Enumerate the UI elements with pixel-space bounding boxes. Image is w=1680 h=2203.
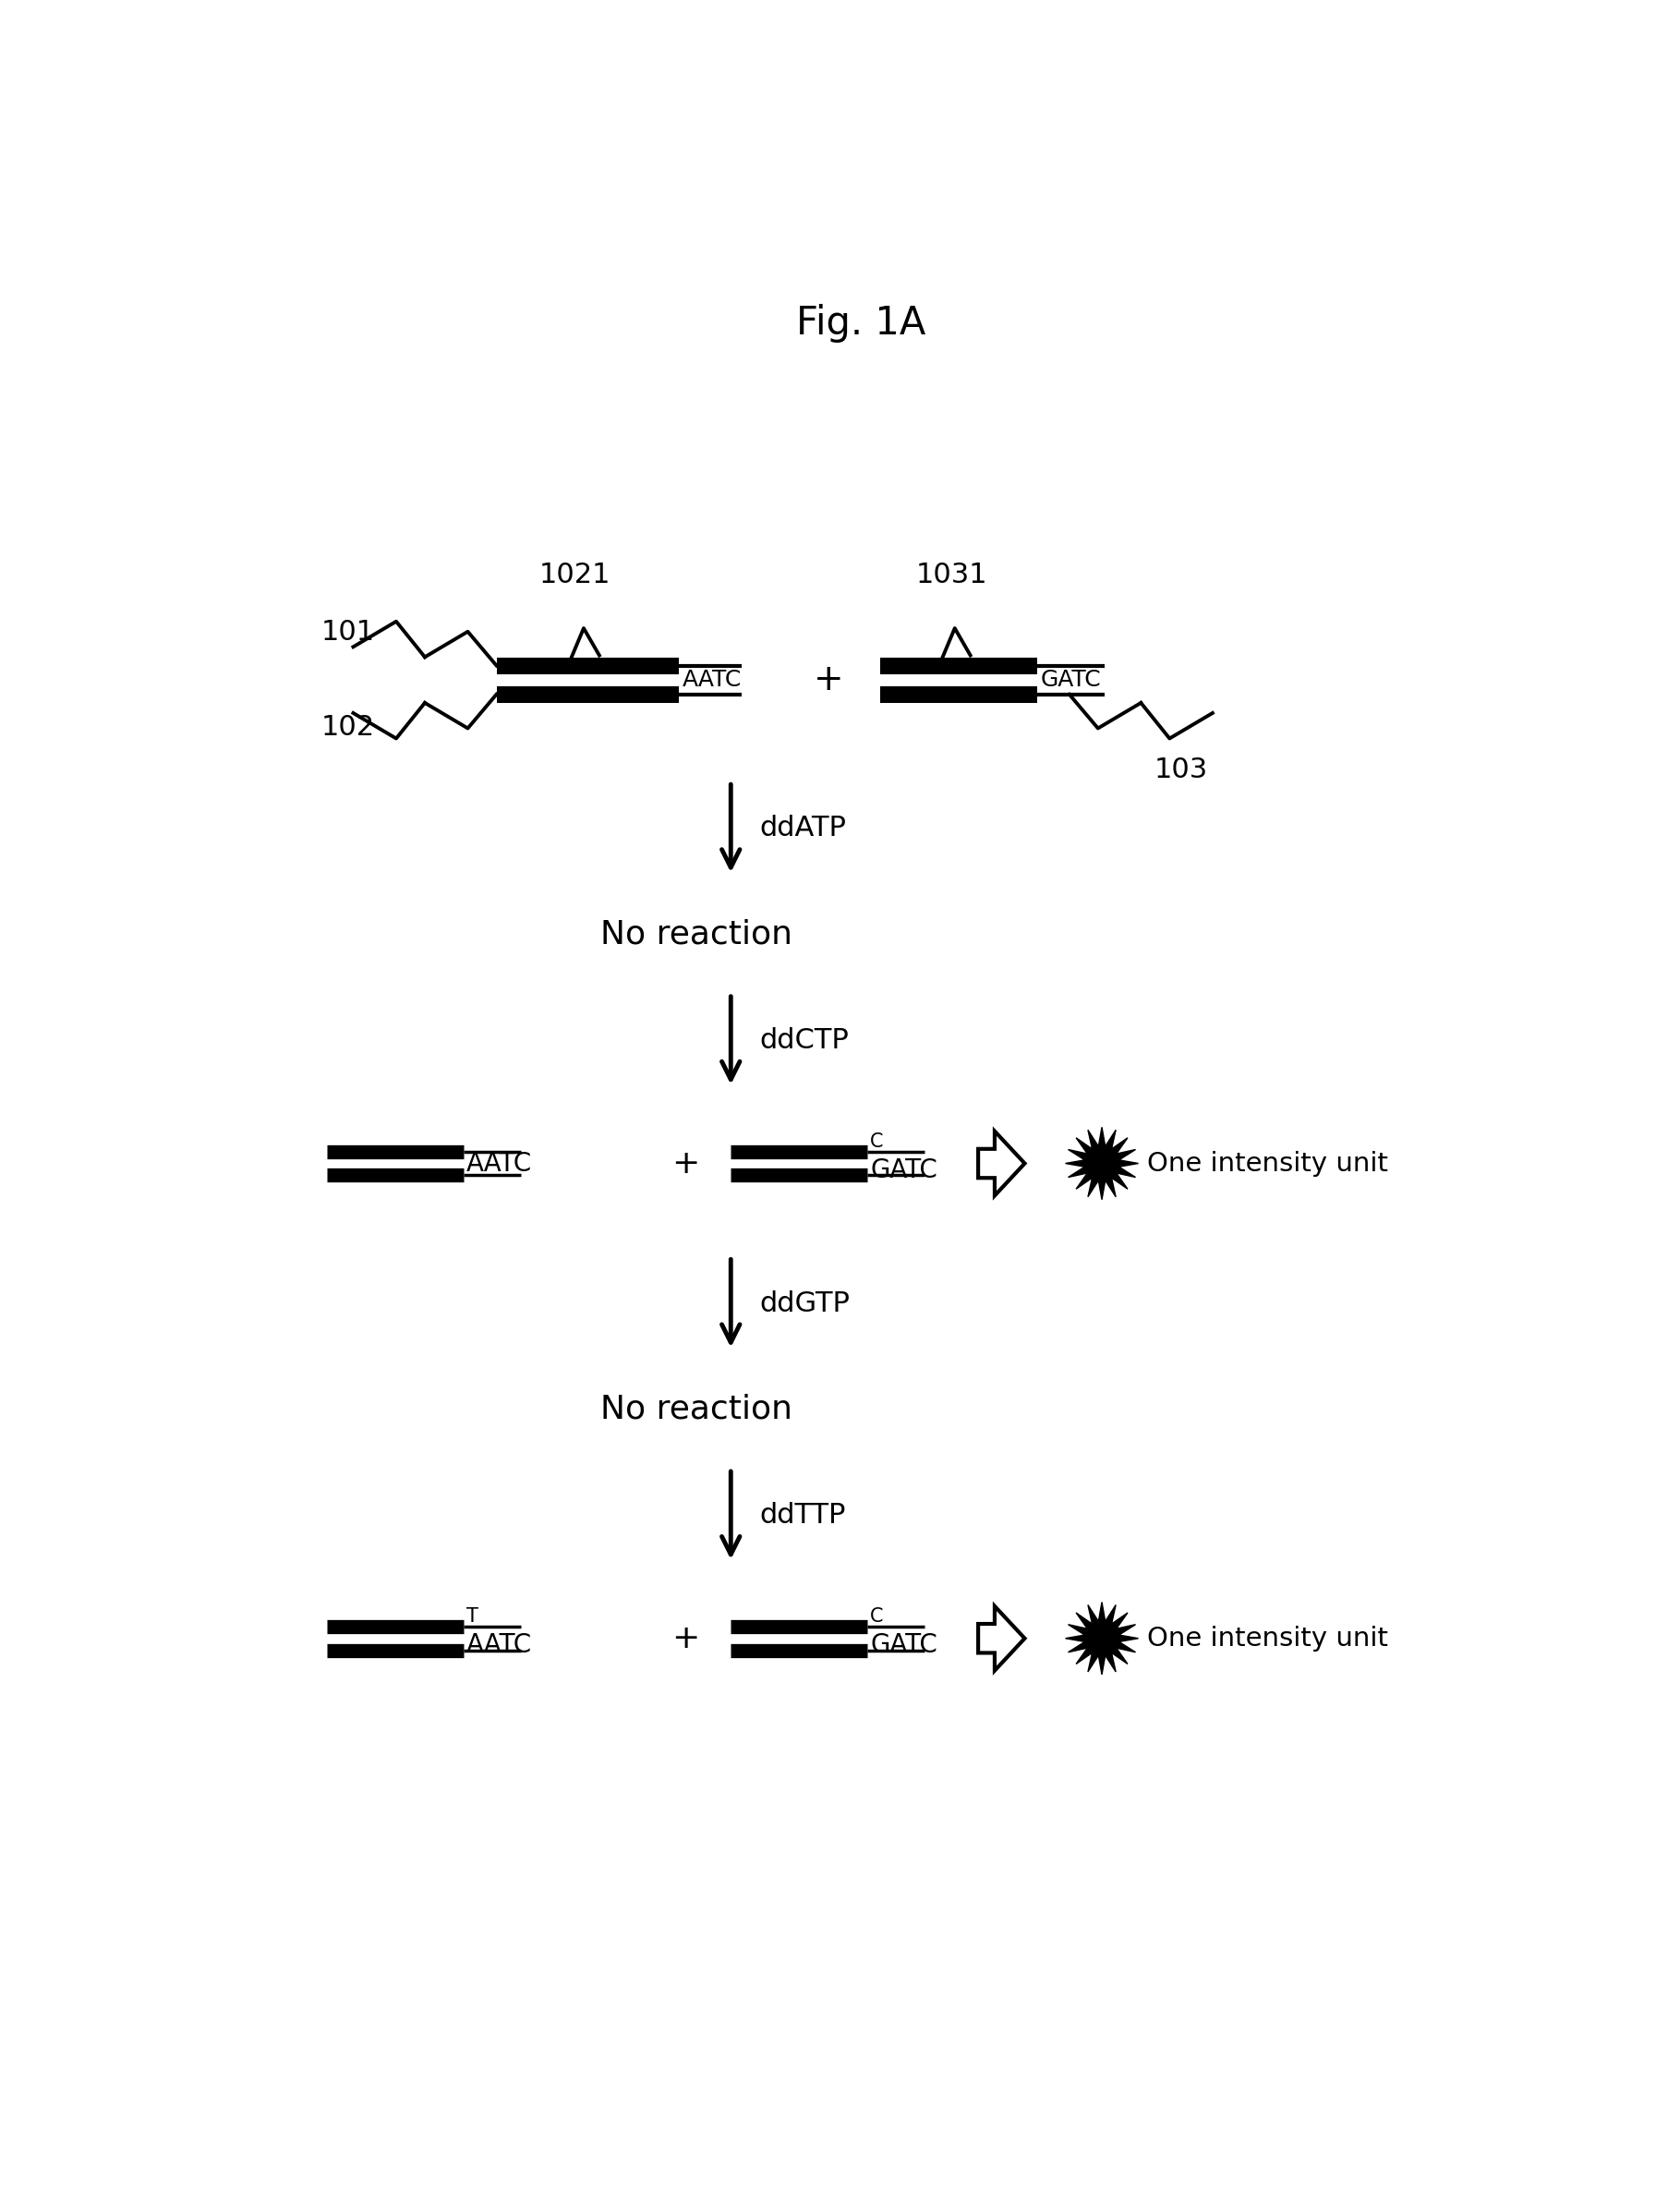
Text: 102: 102: [321, 714, 375, 740]
Text: One intensity unit: One intensity unit: [1147, 1150, 1388, 1176]
Polygon shape: [1065, 1602, 1139, 1674]
Text: T: T: [467, 1606, 479, 1626]
Text: GATC: GATC: [1040, 670, 1102, 692]
FancyArrow shape: [978, 1130, 1025, 1196]
Text: C: C: [870, 1132, 884, 1150]
Text: ddCTP: ddCTP: [759, 1027, 848, 1053]
Polygon shape: [1065, 1128, 1139, 1201]
Text: Fig. 1A: Fig. 1A: [796, 304, 926, 344]
Text: AATC: AATC: [682, 670, 743, 692]
Text: ddATP: ddATP: [759, 815, 847, 842]
Text: GATC: GATC: [870, 1157, 937, 1183]
Text: AATC: AATC: [467, 1632, 533, 1659]
Text: +: +: [813, 663, 843, 698]
Text: No reaction: No reaction: [600, 919, 793, 949]
Text: ddTTP: ddTTP: [759, 1502, 845, 1529]
Text: 1021: 1021: [539, 562, 610, 588]
Text: GATC: GATC: [870, 1632, 937, 1659]
Text: +: +: [672, 1624, 699, 1654]
Text: ddGTP: ddGTP: [759, 1291, 850, 1317]
FancyArrow shape: [978, 1606, 1025, 1670]
Text: +: +: [672, 1148, 699, 1179]
Text: C: C: [870, 1606, 884, 1626]
Text: 103: 103: [1154, 756, 1208, 784]
Text: 1031: 1031: [916, 562, 988, 588]
Text: AATC: AATC: [467, 1150, 533, 1176]
Text: 101: 101: [321, 619, 375, 645]
Text: One intensity unit: One intensity unit: [1147, 1626, 1388, 1652]
Text: No reaction: No reaction: [600, 1394, 793, 1425]
